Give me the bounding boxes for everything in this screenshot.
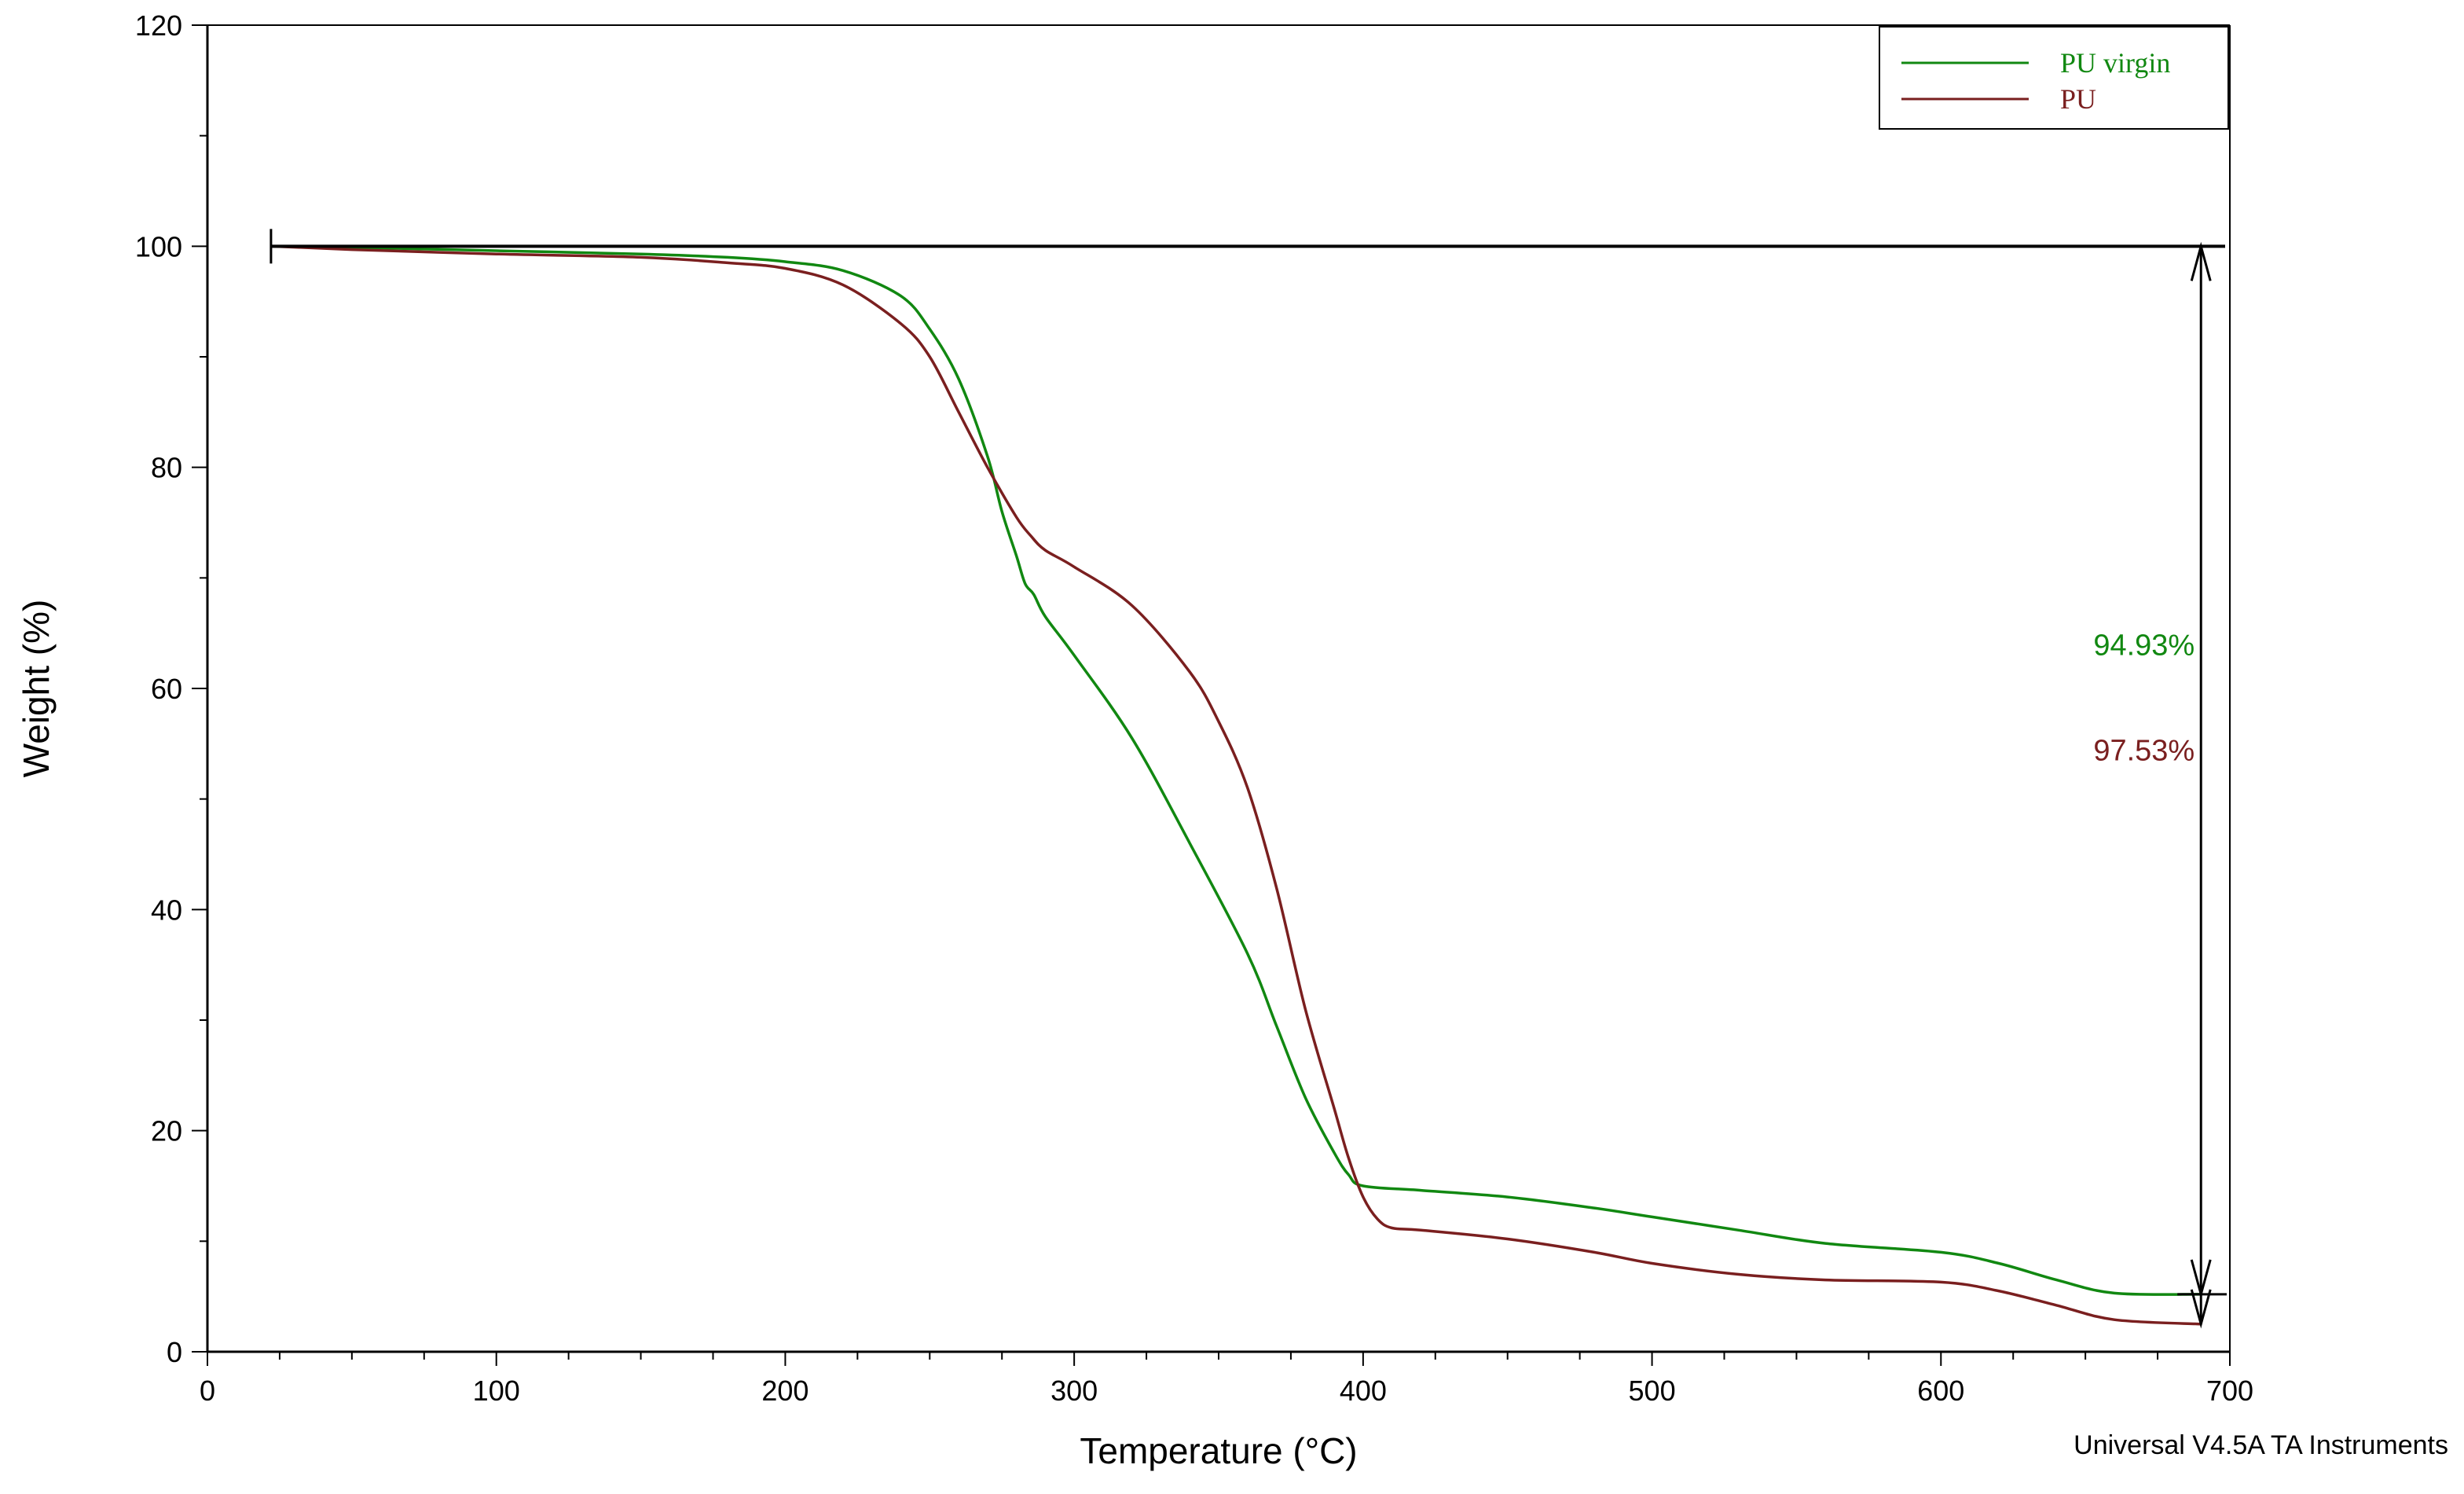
axis-ticks	[192, 24, 2231, 1366]
y-axis-title: Weight (%)	[16, 600, 57, 778]
y-tick-label: 60	[151, 673, 182, 705]
legend-label: PU virgin	[2060, 47, 2170, 79]
x-tick-label: 500	[1629, 1375, 1676, 1407]
x-axis-title: Temperature (°C)	[1080, 1430, 1357, 1471]
x-tick-label: 300	[1050, 1375, 1098, 1407]
annotation-label: 94.93%	[2093, 630, 2194, 663]
measure-arrow-head-pu	[2190, 1289, 2212, 1329]
y-tick-label: 120	[135, 9, 182, 42]
x-tick-label: 700	[2206, 1375, 2253, 1407]
legend: PU virgin PU	[1879, 26, 2229, 130]
software-footer: Universal V4.5A TA Instruments	[2074, 1430, 2448, 1460]
series-line-pu-virgin	[270, 244, 2202, 1296]
legend-label: PU	[2060, 83, 2096, 115]
y-tick-label: 40	[151, 894, 182, 926]
plot-frame	[206, 24, 2231, 1353]
annotation-label: 97.53%	[2093, 734, 2194, 767]
legend-box	[1879, 26, 2229, 130]
x-tick-label: 200	[761, 1375, 808, 1407]
y-tick-label: 20	[151, 1115, 182, 1147]
x-tick-label: 100	[473, 1375, 520, 1407]
series-line-pu	[270, 244, 2202, 1326]
series-lines	[270, 244, 2202, 1326]
annotations: 94.93% 97.53%	[2093, 630, 2194, 768]
x-tick-label: 600	[1917, 1375, 1964, 1407]
tick-labels: 0 100 200 300 400 500 600 700 0 20 40 60 80 100 120	[135, 9, 2253, 1407]
y-tick-label: 100	[135, 230, 182, 262]
plot-area	[207, 25, 2230, 1352]
x-tick-label: 400	[1340, 1375, 1387, 1407]
y-tick-label: 80	[151, 452, 182, 484]
y-tick-label: 0	[167, 1336, 182, 1368]
x-tick-label: 0	[200, 1375, 215, 1407]
measure-arrow-head-top	[2190, 241, 2212, 281]
reference-markers	[270, 229, 2227, 1329]
measure-arrow-head-pu-virgin	[2190, 1259, 2212, 1299]
